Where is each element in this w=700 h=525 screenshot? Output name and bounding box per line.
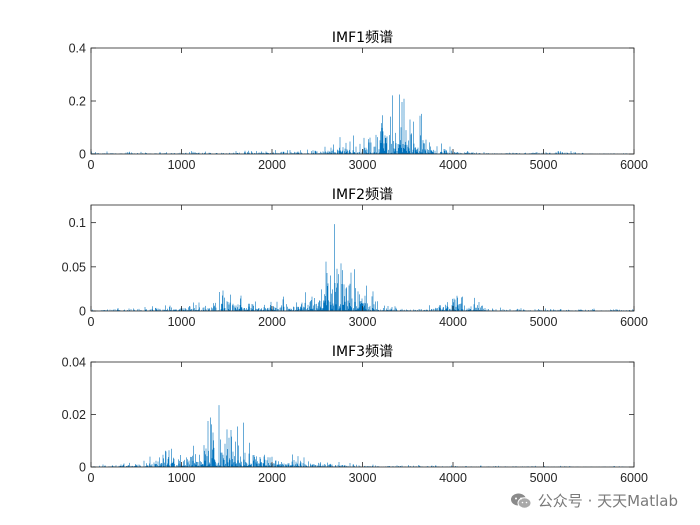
y-tick-label: 0.1: [69, 216, 86, 230]
x-tick-label: 4000: [439, 158, 467, 172]
x-tick-label: 5000: [530, 158, 558, 172]
plot-area: [91, 205, 634, 311]
subplot-3: 0 1000 2000 3000 4000 5000 6000 0 0.02 0.04 IMF3频谱: [62, 344, 648, 485]
x-tick-label: 5000: [530, 315, 558, 329]
x-tick-label: 5000: [530, 471, 558, 485]
x-tick-label: 1000: [168, 158, 196, 172]
x-tick-label: 0: [88, 158, 95, 172]
watermark: 公众号 · 天天Matlab: [510, 490, 678, 511]
chart-title: IMF1频谱: [332, 30, 393, 46]
x-tick-label: 0: [88, 471, 95, 485]
x-tick-label: 3000: [349, 158, 377, 172]
x-tick-label: 6000: [620, 471, 648, 485]
plot-area: [91, 362, 634, 467]
y-tick-label: 0: [79, 461, 86, 475]
x-tick-label: 3000: [349, 471, 377, 485]
x-tick-label: 1000: [168, 315, 196, 329]
subplot-1: 0 1000 2000 3000 4000 5000 6000 0 0.2 0.4 IMF1频谱: [69, 30, 648, 172]
x-tick-label: 1000: [168, 471, 196, 485]
x-tick-label: 2000: [258, 315, 286, 329]
y-tick-label: 0.2: [69, 95, 86, 109]
x-tick-label: 0: [88, 315, 95, 329]
watermark-text: 公众号 · 天天Matlab: [537, 492, 678, 510]
x-tick-label: 6000: [620, 315, 648, 329]
y-tick-label: 0: [79, 305, 86, 319]
x-tick-label: 3000: [349, 315, 377, 329]
chart-title: IMF3频谱: [332, 344, 393, 360]
x-tick-label: 4000: [439, 471, 467, 485]
y-tick-label: 0.4: [69, 42, 86, 56]
x-tick-label: 6000: [620, 158, 648, 172]
x-tick-label: 2000: [258, 158, 286, 172]
wechat-icon: [510, 493, 532, 509]
subplot-2: 0 1000 2000 3000 4000 5000 6000 0 0.05 0.1 IMF2频谱: [62, 187, 648, 329]
y-tick-label: 0.05: [62, 260, 86, 274]
y-tick-label: 0.04: [62, 356, 86, 370]
y-tick-label: 0.02: [62, 408, 86, 422]
y-tick-label: 0: [79, 148, 86, 162]
x-tick-label: 4000: [439, 315, 467, 329]
chart-title: IMF2频谱: [332, 187, 393, 203]
x-tick-label: 2000: [258, 471, 286, 485]
plot-area: [91, 48, 634, 154]
